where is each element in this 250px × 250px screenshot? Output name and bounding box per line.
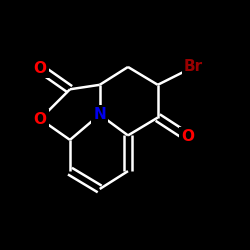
Text: O: O [181,130,194,144]
Text: O: O [34,61,47,76]
Text: N: N [93,107,106,122]
Text: O: O [34,112,47,126]
Text: Br: Br [184,60,203,74]
